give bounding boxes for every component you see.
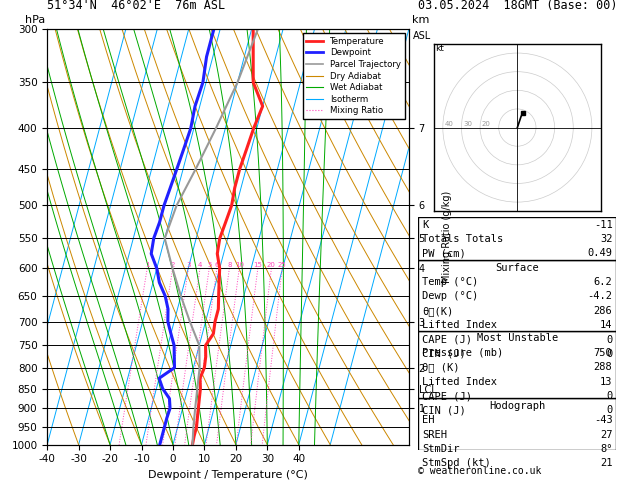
Text: CIN (J): CIN (J)	[422, 405, 466, 416]
Text: Lifted Index: Lifted Index	[422, 320, 498, 330]
Text: θᴄ (K): θᴄ (K)	[422, 362, 460, 372]
Text: 13: 13	[600, 377, 613, 386]
Text: -4.2: -4.2	[587, 291, 613, 301]
Text: -43: -43	[594, 415, 613, 425]
Text: 750: 750	[594, 348, 613, 358]
Text: Hodograph: Hodograph	[489, 401, 545, 411]
Bar	[418, 217, 616, 260]
Text: 6: 6	[214, 262, 219, 268]
Text: StmDir: StmDir	[422, 444, 460, 454]
Text: 6.2: 6.2	[594, 277, 613, 287]
Text: Pressure (mb): Pressure (mb)	[422, 348, 503, 358]
Text: 10: 10	[235, 262, 244, 268]
Text: 8°: 8°	[600, 444, 613, 454]
Y-axis label: Mixing Ratio (g/kg): Mixing Ratio (g/kg)	[442, 191, 452, 283]
Text: CAPE (J): CAPE (J)	[422, 391, 472, 401]
Text: 21: 21	[600, 458, 613, 469]
Text: kt: kt	[435, 44, 444, 53]
Text: km: km	[413, 15, 430, 25]
Text: 25: 25	[278, 262, 287, 268]
Text: CAPE (J): CAPE (J)	[422, 334, 472, 345]
Text: 03.05.2024  18GMT (Base: 00): 03.05.2024 18GMT (Base: 00)	[418, 0, 618, 12]
Text: ASL: ASL	[413, 31, 431, 41]
Text: 4: 4	[198, 262, 202, 268]
Text: Lifted Index: Lifted Index	[422, 377, 498, 386]
Text: 0: 0	[606, 349, 613, 359]
Text: SREH: SREH	[422, 430, 447, 439]
Text: Most Unstable: Most Unstable	[477, 333, 558, 344]
Text: 0: 0	[606, 334, 613, 345]
Text: 1: 1	[145, 262, 150, 268]
Text: -11: -11	[594, 220, 613, 229]
Text: Dewp (°C): Dewp (°C)	[422, 291, 479, 301]
Text: CIN (J): CIN (J)	[422, 349, 466, 359]
Text: 286: 286	[594, 306, 613, 316]
Bar	[418, 260, 616, 331]
Text: 14: 14	[600, 320, 613, 330]
Text: 20: 20	[482, 121, 491, 127]
Text: Temp (°C): Temp (°C)	[422, 277, 479, 287]
X-axis label: Dewpoint / Temperature (°C): Dewpoint / Temperature (°C)	[148, 470, 308, 480]
Bar	[418, 399, 616, 450]
Text: EH: EH	[422, 415, 435, 425]
Text: 2: 2	[170, 262, 175, 268]
Text: Totals Totals: Totals Totals	[422, 234, 503, 244]
Text: 0: 0	[606, 391, 613, 401]
Text: PW (cm): PW (cm)	[422, 248, 466, 259]
Text: hPa: hPa	[25, 15, 46, 25]
Text: 288: 288	[594, 362, 613, 372]
Text: 0.49: 0.49	[587, 248, 613, 259]
Text: θᴄ(K): θᴄ(K)	[422, 306, 454, 316]
Text: K: K	[422, 220, 428, 229]
Text: 40: 40	[445, 121, 454, 127]
Text: © weatheronline.co.uk: © weatheronline.co.uk	[418, 466, 542, 476]
Text: 8: 8	[227, 262, 231, 268]
Legend: Temperature, Dewpoint, Parcel Trajectory, Dry Adiabat, Wet Adiabat, Isotherm, Mi: Temperature, Dewpoint, Parcel Trajectory…	[303, 34, 404, 119]
Text: 20: 20	[267, 262, 276, 268]
Text: 51°34'N  46°02'E  76m ASL: 51°34'N 46°02'E 76m ASL	[47, 0, 225, 12]
Text: Surface: Surface	[496, 262, 539, 273]
Text: 27: 27	[600, 430, 613, 439]
Text: 30: 30	[464, 121, 472, 127]
Text: StmSpd (kt): StmSpd (kt)	[422, 458, 491, 469]
Bar	[418, 331, 616, 399]
Text: 3: 3	[186, 262, 191, 268]
Text: 5: 5	[207, 262, 211, 268]
Text: 0: 0	[606, 405, 613, 416]
Text: 15: 15	[253, 262, 262, 268]
Text: 32: 32	[600, 234, 613, 244]
